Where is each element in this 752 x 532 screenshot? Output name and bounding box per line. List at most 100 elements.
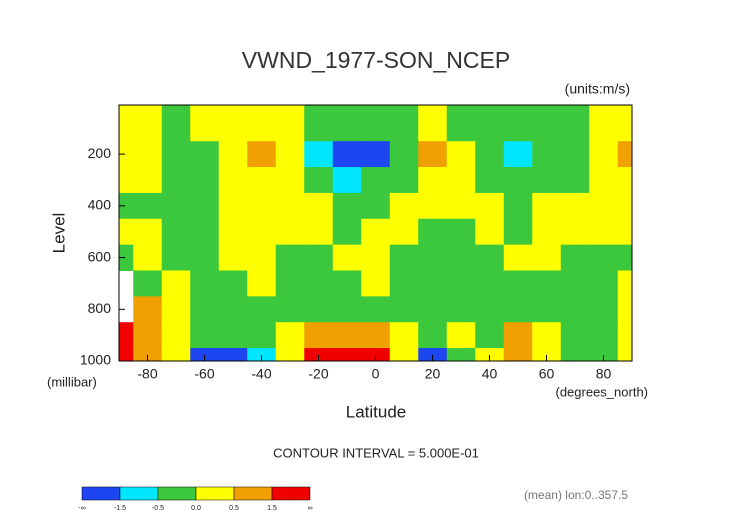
contour-cell — [418, 192, 448, 220]
contour-cell — [275, 141, 305, 168]
contour-cell — [589, 167, 619, 194]
contour-cell — [218, 244, 248, 271]
y-tick-label: 800 — [88, 300, 112, 316]
contour-cell — [503, 270, 533, 297]
contour-cell — [446, 322, 476, 349]
contour-cell — [119, 192, 134, 220]
contour-cell — [275, 218, 305, 246]
contour-cell — [332, 296, 362, 323]
contour-cell — [503, 218, 533, 246]
contour-cell — [304, 167, 334, 194]
contour-cell — [133, 105, 163, 142]
contour-cell — [589, 270, 619, 297]
contour-cell — [532, 167, 562, 194]
contour-cell — [503, 322, 533, 349]
contour-cell — [418, 244, 448, 271]
contour-cell — [560, 322, 590, 349]
contour-cell — [275, 270, 305, 297]
contour-cell — [161, 141, 191, 168]
contour-cell — [161, 167, 191, 194]
contour-cell — [304, 322, 334, 349]
contour-cell — [418, 105, 448, 142]
contour-cell — [161, 218, 191, 246]
contour-cell — [161, 348, 191, 362]
contour-cell — [119, 167, 134, 194]
contour-cell — [119, 244, 134, 271]
contour-cell — [617, 296, 633, 323]
contour-cell — [133, 141, 163, 168]
contour-cell — [617, 192, 633, 220]
y-tick-label: 200 — [88, 145, 112, 161]
contour-cell — [218, 322, 248, 349]
contour-cell — [304, 296, 334, 323]
y-tick-label: 400 — [88, 197, 112, 213]
contour-cell — [532, 218, 562, 246]
contour-cell — [361, 270, 391, 297]
contour-cell — [389, 141, 419, 168]
footnote: (mean) lon:0..357.5 — [524, 488, 628, 502]
contour-cell — [161, 244, 191, 271]
contour-cell — [218, 270, 248, 297]
contour-cell — [190, 141, 220, 168]
contour-cell — [503, 141, 533, 168]
contour-cell — [475, 141, 505, 168]
contour-cell — [475, 167, 505, 194]
contour-cell — [589, 322, 619, 349]
chart-title: VWND_1977-SON_NCEP — [242, 47, 510, 73]
x-tick-label: 60 — [539, 366, 555, 382]
contour-cell — [119, 141, 134, 168]
contour-cell — [389, 296, 419, 323]
contour-cell — [218, 218, 248, 246]
contour-cell — [304, 141, 334, 168]
contour-cell — [161, 296, 191, 323]
contour-cell — [475, 296, 505, 323]
contour-cell — [190, 322, 220, 349]
contour-cell — [589, 244, 619, 271]
contour-cell — [247, 270, 277, 297]
contour-cell — [190, 105, 220, 142]
contour-cell — [247, 218, 277, 246]
contour-cell — [418, 296, 448, 323]
colorbar-swatch — [271, 486, 311, 501]
contour-cell — [361, 322, 391, 349]
contour-cell — [617, 270, 633, 297]
contour-cell — [190, 192, 220, 220]
contour-cell — [389, 218, 419, 246]
contour-cell — [361, 192, 391, 220]
contour-cell — [532, 192, 562, 220]
contour-cell — [389, 348, 419, 362]
colorbar-label: -0.5 — [152, 505, 164, 512]
x-tick-label: -80 — [137, 366, 157, 382]
contour-cell — [617, 141, 633, 168]
contour-cell — [190, 270, 220, 297]
contour-cell — [119, 105, 134, 142]
contour-cell — [418, 141, 448, 168]
x-tick-label: -60 — [194, 366, 214, 382]
x-tick-label: 0 — [372, 366, 380, 382]
contour-cell — [119, 322, 134, 349]
contour-cell — [275, 105, 305, 142]
contour-cell — [218, 141, 248, 168]
contour-cell — [475, 322, 505, 349]
contour-cell — [589, 348, 619, 362]
contour-cell — [503, 348, 533, 362]
contour-cell — [218, 167, 248, 194]
contour-cell — [532, 296, 562, 323]
contour-cell — [247, 348, 277, 362]
contour-cell — [275, 348, 305, 362]
colorbar-label: 0.0 — [191, 505, 201, 512]
contour-cell — [389, 192, 419, 220]
contour-cell — [475, 348, 505, 362]
contour-cell — [247, 244, 277, 271]
contour-cell — [589, 218, 619, 246]
contour-cell — [418, 167, 448, 194]
contour-cell — [247, 322, 277, 349]
contour-cell — [617, 348, 633, 362]
colorbar-label: -1.5 — [114, 505, 126, 512]
contour-cell — [332, 270, 362, 297]
contour-cell — [617, 218, 633, 246]
contour-cell — [589, 296, 619, 323]
contour-cell — [247, 105, 277, 142]
contour-cell — [617, 322, 633, 349]
